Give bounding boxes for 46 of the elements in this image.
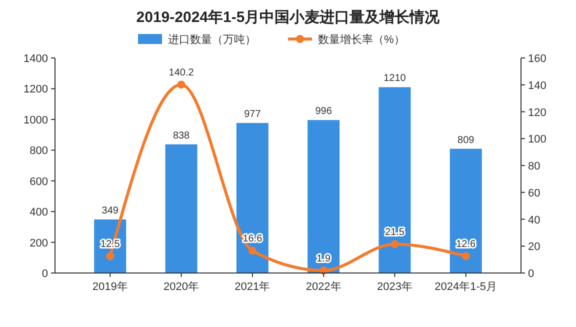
y2-tick-label: 20 [528,241,540,254]
point [177,80,186,89]
y2-tick-label: 120 [528,106,546,119]
point [390,240,399,248]
bar [165,144,198,273]
x-tick-label: 2020年 [164,281,200,293]
y2-tick-label: 60 [528,187,540,200]
data-label: 1210 [384,73,406,84]
chart-title: 2019-2024年1-5月中国小麦进口量及增长情况 [136,9,441,26]
data-label: 996 [315,106,332,118]
data-label: 140.2 [168,68,194,79]
data-label: 12.6 [456,239,476,250]
point [106,252,114,260]
y-tick-label: 1400 [24,53,48,65]
x-tick-label: 2024年1-5月 [434,281,498,293]
y-tick-label: 1200 [24,84,48,96]
y-tick-label: 0 [42,268,48,280]
legend-label: 数量增长率（%） [318,33,405,46]
data-label: 838 [172,130,190,142]
y2-tick-label: 160 [528,53,546,65]
y-tick-label: 400 [30,206,48,219]
bar [308,120,340,273]
data-label: 809 [458,134,475,146]
y2-tick-label: 100 [528,134,546,146]
bar [450,148,482,273]
y2-tick-label: 140 [528,80,546,92]
x-tick-label: 2022年 [306,281,342,293]
data-label: 21.5 [384,227,405,238]
point [248,246,256,255]
legend-label: 进口数量（万吨） [168,33,256,46]
y2-tick-label: 0 [528,268,534,280]
x-tick-label: 2023年 [376,281,412,293]
data-label: 349 [102,205,119,216]
point [462,252,470,260]
bar [236,122,268,273]
data-label: 1.9 [316,253,331,264]
y2-tick-label: 40 [528,214,540,226]
y2-tick-label: 80 [528,160,540,172]
y-tick-label: 200 [30,237,48,250]
y-tick-label: 600 [30,176,48,188]
data-label: 977 [244,108,262,120]
bar [378,87,411,273]
y-tick-label: 1000 [24,114,48,126]
x-tick-label: 2019年 [92,281,128,293]
x-tick-label: 2021年 [234,281,270,293]
y-tick-label: 800 [30,145,48,158]
